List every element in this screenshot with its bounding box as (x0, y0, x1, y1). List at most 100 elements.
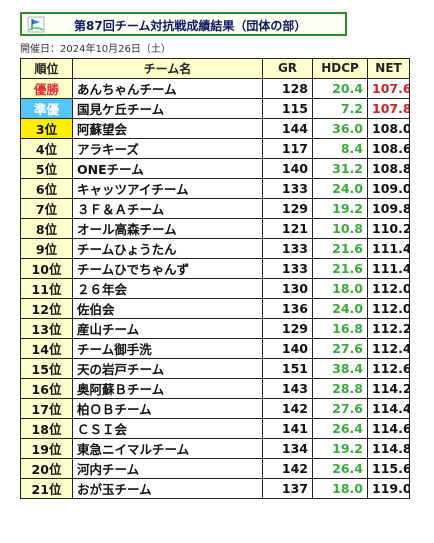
table-row: 21位 おが玉チーム 137 18.0 119.0 (21, 478, 410, 498)
net-cell: 112.6 (368, 358, 410, 378)
team-name-cell: 国見ケ丘チーム (73, 98, 263, 118)
gr-cell: 140 (263, 158, 313, 178)
rank-cell: 21位 (21, 478, 73, 498)
rank-cell: 17位 (21, 398, 73, 418)
net-cell: 119.0 (368, 478, 410, 498)
team-name-cell: チームひょうたん (73, 238, 263, 258)
hdcp-cell: 21.6 (313, 238, 368, 258)
table-row: 20位 河内チーム 142 26.4 115.6 (21, 458, 410, 478)
table-row: 8位 オール高森チーム 121 10.8 110.2 (21, 218, 410, 238)
column-header-net: NET (368, 59, 410, 79)
team-name-cell: ２６年会 (73, 278, 263, 298)
gr-cell: 128 (263, 78, 313, 98)
hdcp-cell: 31.2 (313, 158, 368, 178)
gr-cell: 133 (263, 178, 313, 198)
table-row: 3位 阿蘇望会 144 36.0 108.0 (21, 118, 410, 138)
rank-cell: 4位 (21, 138, 73, 158)
gr-cell: 134 (263, 438, 313, 458)
rank-cell: 6位 (21, 178, 73, 198)
hdcp-cell: 10.8 (313, 218, 368, 238)
table-row: 11位 ２６年会 130 18.0 112.0 (21, 278, 410, 298)
gr-cell: 137 (263, 478, 313, 498)
net-cell: 111.4 (368, 238, 410, 258)
table-row: 10位 チームひでちゃんず 133 21.6 111.4 (21, 258, 410, 278)
table-row: 9位 チームひょうたん 133 21.6 111.4 (21, 238, 410, 258)
hdcp-cell: 27.6 (313, 398, 368, 418)
hdcp-cell: 19.2 (313, 198, 368, 218)
gr-cell: 142 (263, 458, 313, 478)
title-box: 第87回チーム対抗戦成績結果（団体の部） (20, 12, 347, 36)
hdcp-cell: 26.4 (313, 458, 368, 478)
team-name-cell: ONEチーム (73, 158, 263, 178)
gr-cell: 140 (263, 338, 313, 358)
hdcp-cell: 28.8 (313, 378, 368, 398)
gr-cell: 133 (263, 258, 313, 278)
column-header-rank: 順位 (21, 59, 73, 79)
gr-cell: 129 (263, 318, 313, 338)
gr-cell: 129 (263, 198, 313, 218)
rank-cell: 優勝 (21, 78, 73, 98)
net-cell: 114.2 (368, 378, 410, 398)
table-row: 12位 佐伯会 136 24.0 112.0 (21, 298, 410, 318)
team-name-cell: チーム御手洗 (73, 338, 263, 358)
table-row: 7位 ３Ｆ＆Ａチーム 129 19.2 109.8 (21, 198, 410, 218)
gr-cell: 133 (263, 238, 313, 258)
hdcp-cell: 7.2 (313, 98, 368, 118)
rank-cell: 16位 (21, 378, 73, 398)
column-header-gr: GR (263, 59, 313, 79)
team-name-cell: 産山チーム (73, 318, 263, 338)
rank-cell: 3位 (21, 118, 73, 138)
table-row: 4位 アラキーズ 117 8.4 108.6 (21, 138, 410, 158)
net-cell: 109.8 (368, 198, 410, 218)
team-name-cell: 佐伯会 (73, 298, 263, 318)
team-name-cell: キャッツアイチーム (73, 178, 263, 198)
rank-cell: 7位 (21, 198, 73, 218)
net-cell: 111.4 (368, 258, 410, 278)
team-name-cell: あんちゃんチーム (73, 78, 263, 98)
team-name-cell: ３Ｆ＆Ａチーム (73, 198, 263, 218)
hdcp-cell: 16.8 (313, 318, 368, 338)
hdcp-cell: 18.0 (313, 278, 368, 298)
gr-cell: 144 (263, 118, 313, 138)
results-table: 順位 チーム名 GR HDCP NET 優勝 あんちゃんチーム 128 20.4… (20, 58, 410, 499)
gr-cell: 142 (263, 398, 313, 418)
hdcp-cell: 20.4 (313, 78, 368, 98)
event-date: 開催日：2024年10月26日（土） (20, 40, 171, 55)
table-row: 16位 奥阿蘇Ｂチーム 143 28.8 114.2 (21, 378, 410, 398)
flag-icon (27, 16, 45, 33)
team-name-cell: ＣＳＩ会 (73, 418, 263, 438)
hdcp-cell: 8.4 (313, 138, 368, 158)
rank-cell: 12位 (21, 298, 73, 318)
rank-cell: 11位 (21, 278, 73, 298)
rank-cell: 14位 (21, 338, 73, 358)
rank-cell: 5位 (21, 158, 73, 178)
team-name-cell: 奥阿蘇Ｂチーム (73, 378, 263, 398)
team-name-cell: 柏ＯＢチーム (73, 398, 263, 418)
rank-cell: 20位 (21, 458, 73, 478)
hdcp-cell: 27.6 (313, 338, 368, 358)
net-cell: 107.8 (368, 98, 410, 118)
rank-cell: 準優 (21, 98, 73, 118)
table-row: 17位 柏ＯＢチーム 142 27.6 114.4 (21, 398, 410, 418)
net-cell: 114.4 (368, 398, 410, 418)
hdcp-cell: 21.6 (313, 258, 368, 278)
rank-cell: 10位 (21, 258, 73, 278)
gr-cell: 141 (263, 418, 313, 438)
net-cell: 115.6 (368, 458, 410, 478)
rank-cell: 13位 (21, 318, 73, 338)
rank-cell: 9位 (21, 238, 73, 258)
net-cell: 109.0 (368, 178, 410, 198)
hdcp-cell: 24.0 (313, 298, 368, 318)
team-name-cell: 阿蘇望会 (73, 118, 263, 138)
hdcp-cell: 26.4 (313, 418, 368, 438)
gr-cell: 143 (263, 378, 313, 398)
net-cell: 108.6 (368, 138, 410, 158)
page-title: 第87回チーム対抗戦成績結果（団体の部） (74, 17, 306, 34)
net-cell: 112.4 (368, 338, 410, 358)
net-cell: 114.6 (368, 418, 410, 438)
team-name-cell: チームひでちゃんず (73, 258, 263, 278)
net-cell: 114.8 (368, 438, 410, 458)
rank-cell: 19位 (21, 438, 73, 458)
table-header-row: 順位 チーム名 GR HDCP NET (21, 59, 410, 79)
rank-cell: 18位 (21, 418, 73, 438)
